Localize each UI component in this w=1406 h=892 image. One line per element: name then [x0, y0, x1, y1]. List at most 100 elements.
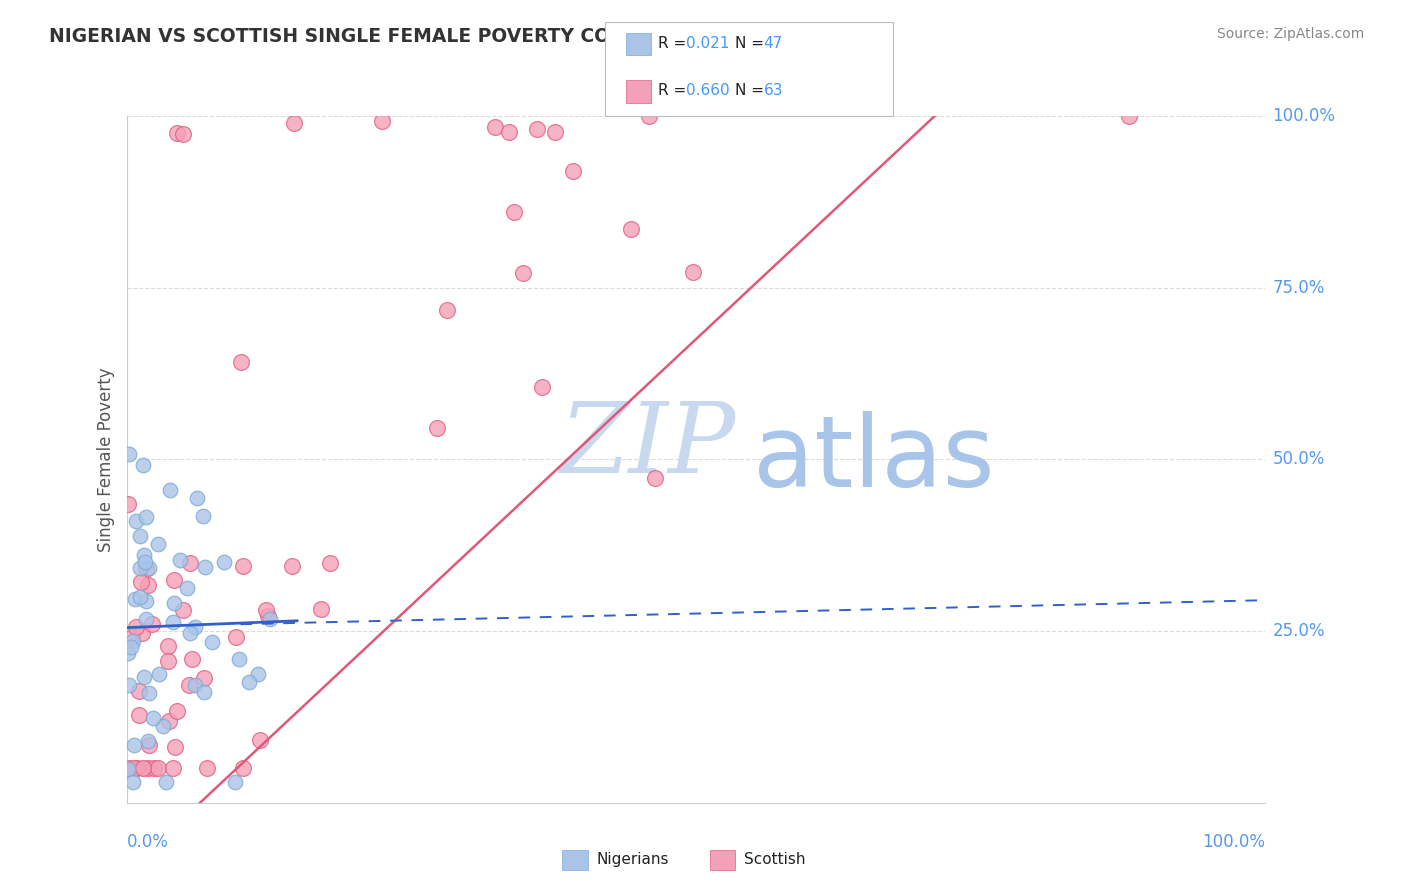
- Point: [259, 612, 281, 626]
- Point: [637, 109, 659, 123]
- Point: [156, 639, 179, 653]
- Point: [138, 561, 160, 575]
- Point: [132, 670, 155, 684]
- Point: [128, 684, 150, 698]
- Text: N =: N =: [735, 84, 769, 98]
- Point: [229, 355, 252, 369]
- Point: [526, 121, 548, 136]
- Point: [179, 625, 201, 640]
- Point: [148, 666, 170, 681]
- Point: [503, 205, 526, 219]
- Point: [157, 714, 180, 729]
- Point: [148, 761, 170, 775]
- Point: [128, 707, 150, 722]
- Point: [117, 762, 139, 776]
- Point: [162, 615, 184, 630]
- Point: [129, 561, 152, 575]
- Point: [166, 705, 188, 719]
- Point: [136, 578, 159, 592]
- Point: [179, 556, 201, 570]
- Point: [152, 719, 174, 733]
- Point: [132, 761, 155, 775]
- Point: [426, 421, 449, 435]
- Point: [125, 514, 148, 528]
- Text: 47: 47: [763, 37, 783, 51]
- Point: [136, 761, 159, 775]
- Point: [191, 508, 214, 523]
- Point: [118, 447, 141, 461]
- Point: [125, 761, 148, 775]
- Text: 0.0%: 0.0%: [127, 833, 169, 851]
- Text: ZIP: ZIP: [560, 398, 735, 493]
- Point: [122, 761, 145, 775]
- Text: N =: N =: [735, 37, 769, 51]
- Point: [118, 677, 141, 691]
- Point: [156, 654, 179, 668]
- Point: [122, 775, 145, 789]
- Point: [176, 581, 198, 595]
- Point: [120, 640, 142, 654]
- Point: [162, 761, 184, 775]
- Point: [256, 603, 278, 617]
- Point: [125, 620, 148, 634]
- Point: [172, 128, 194, 142]
- Point: [311, 602, 333, 616]
- Text: 50.0%: 50.0%: [1272, 450, 1324, 468]
- Point: [184, 678, 207, 692]
- Text: NIGERIAN VS SCOTTISH SINGLE FEMALE POVERTY CORRELATION CHART: NIGERIAN VS SCOTTISH SINGLE FEMALE POVER…: [49, 27, 806, 45]
- Point: [201, 634, 224, 648]
- Point: [195, 761, 218, 775]
- Point: [193, 685, 215, 699]
- Point: [232, 761, 254, 775]
- Text: Source: ZipAtlas.com: Source: ZipAtlas.com: [1216, 27, 1364, 41]
- Point: [249, 733, 271, 747]
- Point: [194, 560, 217, 574]
- Point: [283, 116, 305, 130]
- Point: [135, 561, 157, 575]
- Point: [644, 470, 666, 484]
- Text: R =: R =: [658, 37, 692, 51]
- Point: [134, 555, 156, 569]
- Point: [117, 646, 139, 660]
- Text: Scottish: Scottish: [744, 853, 806, 867]
- Text: 63: 63: [763, 84, 783, 98]
- Point: [142, 711, 165, 725]
- Point: [118, 761, 141, 775]
- Point: [163, 573, 186, 587]
- Point: [138, 738, 160, 752]
- Point: [128, 590, 150, 604]
- Point: [172, 603, 194, 617]
- Point: [281, 558, 304, 573]
- Point: [530, 380, 553, 394]
- Point: [246, 666, 269, 681]
- Point: [193, 671, 215, 685]
- Point: [169, 553, 191, 567]
- Point: [184, 620, 207, 634]
- Text: 100.0%: 100.0%: [1202, 833, 1265, 851]
- Point: [180, 651, 202, 665]
- Text: 75.0%: 75.0%: [1272, 278, 1324, 297]
- Text: 0.660: 0.660: [686, 84, 730, 98]
- Point: [620, 222, 643, 236]
- Point: [225, 630, 247, 644]
- Text: Nigerians: Nigerians: [596, 853, 669, 867]
- Point: [146, 537, 169, 551]
- Point: [214, 555, 236, 569]
- Point: [165, 740, 187, 755]
- Point: [134, 549, 156, 563]
- Point: [138, 686, 160, 700]
- Point: [370, 113, 392, 128]
- Text: R =: R =: [658, 84, 692, 98]
- Point: [142, 761, 165, 775]
- Point: [228, 651, 250, 665]
- Point: [232, 558, 254, 573]
- Point: [135, 509, 157, 524]
- Point: [682, 265, 704, 279]
- Point: [436, 303, 458, 318]
- Point: [135, 611, 157, 625]
- Point: [186, 491, 208, 505]
- Point: [135, 594, 157, 608]
- Point: [177, 678, 200, 692]
- Point: [155, 775, 177, 789]
- Point: [128, 529, 150, 543]
